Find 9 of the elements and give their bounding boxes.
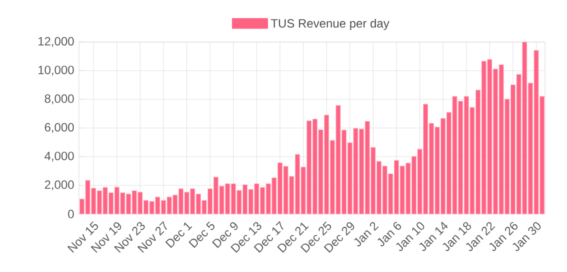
y-tick-label: 4,000: [44, 152, 74, 162]
x-tick-label: Jan 2: [354, 222, 379, 246]
y-tick-label: 0: [68, 210, 74, 218]
y-tick-label: 2,000: [44, 180, 74, 190]
y-tick-label: 6,000: [44, 123, 74, 133]
y-tick-label: 12,000: [38, 37, 74, 47]
y-tick-label: 10,000: [38, 66, 74, 76]
legend-label: TUS Revenue per day: [270, 18, 390, 30]
y-tick-label: 8,000: [44, 94, 74, 104]
